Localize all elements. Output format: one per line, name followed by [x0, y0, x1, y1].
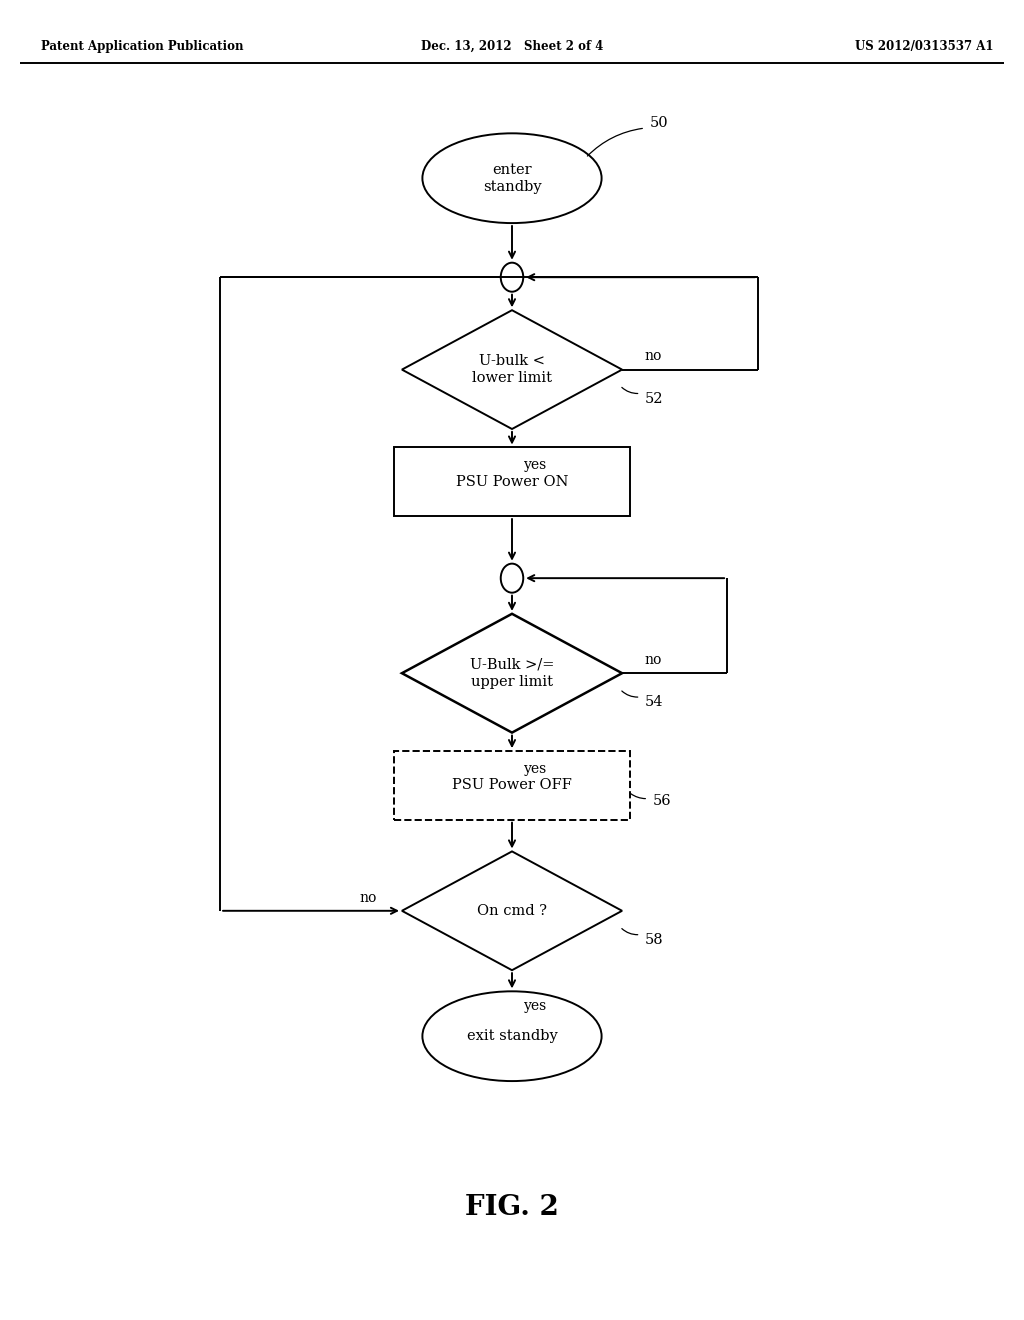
Text: exit standby: exit standby [467, 1030, 557, 1043]
Text: U-Bulk >/=
upper limit: U-Bulk >/= upper limit [470, 657, 554, 689]
Text: 50: 50 [650, 116, 669, 129]
Text: yes: yes [524, 458, 548, 473]
Text: yes: yes [524, 762, 548, 776]
Text: On cmd ?: On cmd ? [477, 904, 547, 917]
Text: 52: 52 [645, 392, 664, 405]
Text: PSU Power OFF: PSU Power OFF [452, 779, 572, 792]
Text: no: no [645, 653, 662, 667]
Text: US 2012/0313537 A1: US 2012/0313537 A1 [855, 40, 993, 53]
Text: no: no [645, 350, 662, 363]
Text: 56: 56 [652, 795, 671, 808]
Text: PSU Power ON: PSU Power ON [456, 475, 568, 488]
Text: 54: 54 [645, 696, 664, 709]
Text: enter
standby: enter standby [482, 162, 542, 194]
Text: FIG. 2: FIG. 2 [465, 1195, 559, 1221]
Text: yes: yes [524, 999, 548, 1014]
Text: U-bulk <
lower limit: U-bulk < lower limit [472, 354, 552, 385]
Text: Dec. 13, 2012   Sheet 2 of 4: Dec. 13, 2012 Sheet 2 of 4 [421, 40, 603, 53]
Text: Patent Application Publication: Patent Application Publication [41, 40, 244, 53]
Text: no: no [359, 891, 377, 904]
Text: 58: 58 [645, 933, 664, 946]
